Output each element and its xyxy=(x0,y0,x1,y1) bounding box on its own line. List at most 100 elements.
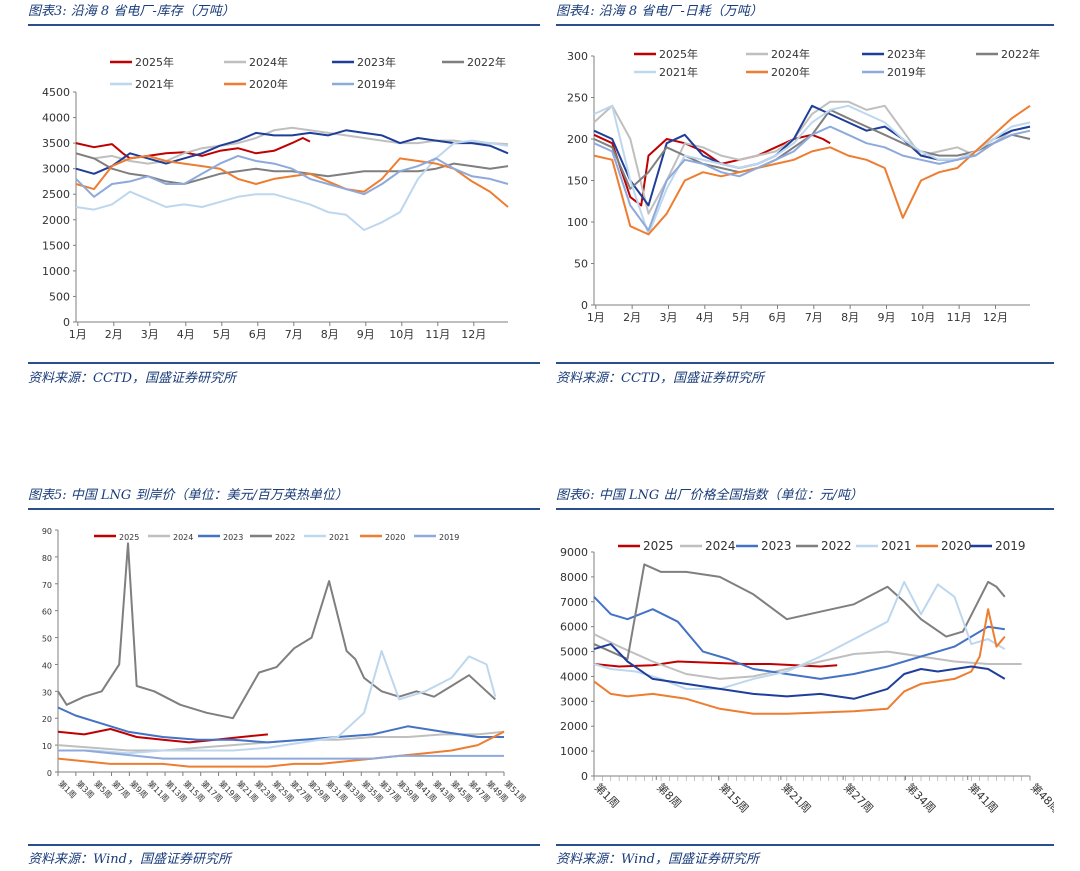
chart-panel-lng-landed-price: 图表5: 中国 LNG 到岸价（单位：美元/百万英热单位） 0 10 20 30 40 5… xyxy=(28,484,540,871)
series-line-2020年 xyxy=(593,104,1031,236)
y-tick-label: 8000 xyxy=(560,571,588,584)
source-note: 资料来源：CCTD，国盛证券研究所 xyxy=(28,371,236,386)
y-tick-label: 7000 xyxy=(560,596,588,609)
y-tick-label: 200 xyxy=(567,133,588,146)
y-tick-label: 0 xyxy=(63,316,70,329)
x-tick-label: 7月 xyxy=(805,311,823,324)
x-tick-label: 11月 xyxy=(947,311,972,324)
x-tick-label: 12月 xyxy=(461,328,486,341)
source-note: 资料来源：Wind，国盛证券研究所 xyxy=(556,852,759,867)
title-divider xyxy=(556,508,1054,510)
x-tick-label: 2月 xyxy=(623,311,641,324)
x-tick-label: 5月 xyxy=(732,311,750,324)
x-tick-label: 第9周 xyxy=(128,778,150,800)
legend-label: 2025年 xyxy=(135,55,174,69)
legend-label: 2019年 xyxy=(357,77,396,91)
legend-label: 2021年 xyxy=(135,77,174,91)
x-tick-label: 第8周 xyxy=(654,780,684,810)
x-tick-label: 第1周 xyxy=(592,780,622,810)
chart-title: 图表5: 中国 LNG 到岸价（单位：美元/百万英热单位） xyxy=(28,488,348,503)
chart-panel-coastal-daily-consumption: 图表4: 沿海 8 省电厂-日耗（万吨） 0 50 100 150 200 250 300 1… xyxy=(556,0,1054,390)
series-line-2020 xyxy=(57,730,505,768)
source-divider xyxy=(556,844,1054,846)
title-divider xyxy=(556,24,1054,26)
y-tick-label: 20 xyxy=(42,715,52,724)
series-line-2022 xyxy=(593,563,1006,660)
legend-label: 2022年 xyxy=(467,55,506,69)
y-tick-label: 70 xyxy=(42,581,52,590)
chart-title: 图表3: 沿海 8 省电厂-库存（万吨） xyxy=(28,4,235,19)
legend-label: 2021 xyxy=(881,539,912,553)
x-tick-label: 3月 xyxy=(659,311,677,324)
legend-label: 2024年 xyxy=(249,55,288,69)
x-tick-label: 9月 xyxy=(877,311,895,324)
legend-label: 2024 xyxy=(173,533,193,542)
legend-label: 2023年 xyxy=(357,55,396,69)
y-tick-label: 5000 xyxy=(560,646,588,659)
series-line-2019 xyxy=(593,643,1006,700)
chart-panel-lng-factory-price-index: 图表6: 中国 LNG 出厂价格全国指数（单位：元/吨） 0 1000 2000 30… xyxy=(556,484,1054,871)
x-tick-label: 第5周 xyxy=(92,778,114,800)
legend-label: 2024 xyxy=(705,539,736,553)
legend-label: 2023 xyxy=(223,533,243,542)
y-tick-label: 300 xyxy=(567,50,588,63)
x-tick-label: 6月 xyxy=(249,328,267,341)
series-line-2019年 xyxy=(75,154,509,198)
x-tick-label: 12月 xyxy=(983,311,1008,324)
y-tick-label: 0 xyxy=(47,769,52,778)
y-tick-label: 0 xyxy=(581,770,588,783)
chart-panel-coastal-inventory: 图表3: 沿海 8 省电厂-库存（万吨） 0 500 1000 1500 2000 250… xyxy=(28,0,540,390)
y-tick-label: 2000 xyxy=(560,720,588,733)
x-tick-label: 10月 xyxy=(910,311,935,324)
x-tick-label: 8月 xyxy=(321,328,339,341)
legend-label: 2022 xyxy=(821,539,852,553)
legend-label: 2020 xyxy=(385,533,405,542)
series-line-2021 xyxy=(58,650,497,755)
legend-label: 2022年 xyxy=(1001,47,1040,61)
legend-label: 2020年 xyxy=(249,77,288,91)
legend-label: 2023年 xyxy=(887,47,926,61)
y-tick-label: 250 xyxy=(567,92,588,105)
y-tick-label: 90 xyxy=(42,527,52,536)
y-tick-label: 4500 xyxy=(42,86,70,99)
y-tick-label: 1000 xyxy=(560,745,588,758)
y-tick-label: 2500 xyxy=(42,188,70,201)
x-tick-label: 第1周 xyxy=(57,778,79,800)
legend-label: 2024年 xyxy=(771,47,810,61)
legend-label: 2021 xyxy=(329,533,349,542)
x-tick-label: 7月 xyxy=(285,328,303,341)
y-tick-label: 4000 xyxy=(560,670,588,683)
y-tick-label: 80 xyxy=(42,554,52,563)
source-note: 资料来源：CCTD，国盛证券研究所 xyxy=(556,371,764,386)
legend-label: 2022 xyxy=(275,533,295,542)
source-divider xyxy=(556,362,1054,364)
title-divider xyxy=(28,508,540,510)
series-line-2023年 xyxy=(75,129,509,175)
legend-label: 2025 xyxy=(119,533,139,542)
chart-title: 图表6: 中国 LNG 出厂价格全国指数（单位：元/吨） xyxy=(556,488,863,503)
x-tick-label: 第7周 xyxy=(110,778,132,800)
y-tick-label: 3500 xyxy=(42,137,70,150)
series-line-2023 xyxy=(593,596,1005,680)
x-tick-label: 第15周 xyxy=(716,780,751,815)
series-line-2024年 xyxy=(75,126,509,165)
legend-label: 2025 xyxy=(643,539,674,553)
y-tick-label: 50 xyxy=(574,258,588,271)
x-tick-label: 5月 xyxy=(213,328,231,341)
x-tick-label: 8月 xyxy=(841,311,859,324)
chart-svg: 0 500 1000 1500 2000 2500 3000 3500 4000 4500 1月 2月… xyxy=(42,55,509,341)
legend-label: 2020年 xyxy=(771,65,810,79)
legend-label: 2019年 xyxy=(887,65,926,79)
y-tick-label: 6000 xyxy=(560,621,588,634)
legend-label: 2020 xyxy=(941,539,972,553)
title-divider xyxy=(28,24,540,26)
series-line-2021年 xyxy=(75,139,509,231)
x-tick-label: 1月 xyxy=(587,311,605,324)
x-tick-label: 2月 xyxy=(105,328,123,341)
x-tick-label: 第21周 xyxy=(779,780,814,815)
x-tick-label: 3月 xyxy=(141,328,159,341)
legend-label: 2025年 xyxy=(659,47,698,61)
y-tick-label: 40 xyxy=(42,661,52,670)
x-tick-label: 第27周 xyxy=(841,780,876,815)
chart-svg: 0 1000 2000 3000 4000 5000 6000 7000 8000 9000 第1周… xyxy=(560,539,1054,816)
